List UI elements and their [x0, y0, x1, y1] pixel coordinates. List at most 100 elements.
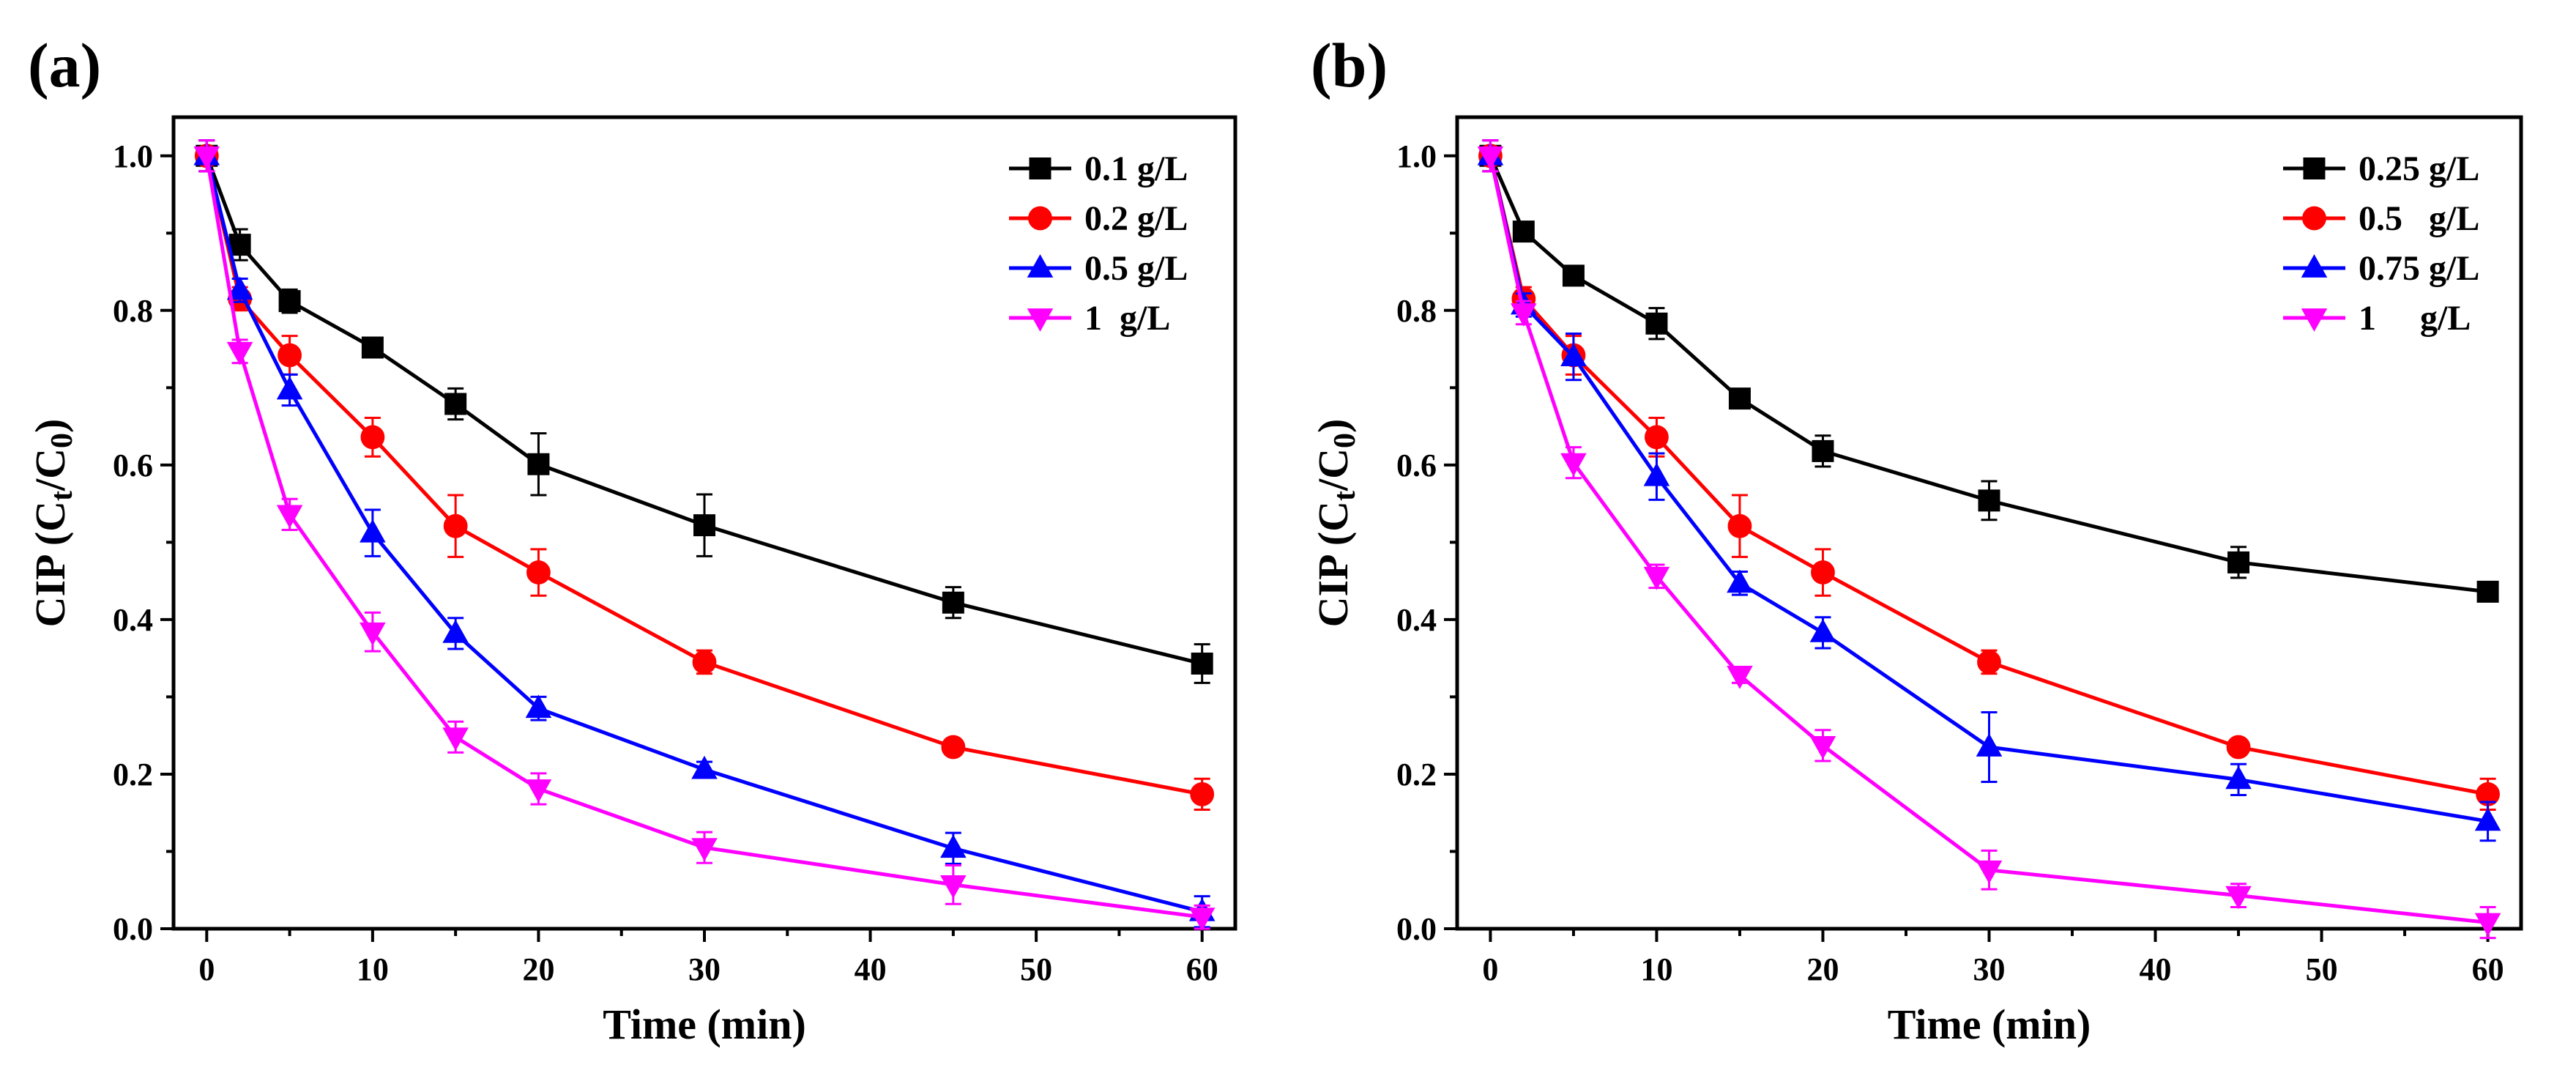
data-point: [942, 591, 964, 614]
y-tick-label: 0.8: [113, 293, 153, 329]
chart-panel-b: (b) 0 10 20 30 40 50 60 0.0 0.2 0.4 0.6 0.8 1.0 Time (…: [1309, 30, 2523, 1048]
x-tick-label: 30: [688, 951, 721, 987]
legend-label: 1 g/L: [2359, 299, 2471, 338]
data-point: [526, 560, 551, 584]
data-point: [1811, 560, 1835, 584]
series-2: [1478, 139, 2500, 811]
legend-marker: [2301, 308, 2328, 332]
series-4: [1477, 139, 2501, 940]
y-tick-label: 1.0: [1396, 138, 1437, 174]
x-tick-label: 10: [357, 951, 389, 987]
data-point: [1560, 343, 1587, 367]
x-tick-label: 60: [2472, 951, 2504, 987]
data-point: [527, 453, 550, 475]
series-line: [1488, 155, 2488, 925]
data-point: [360, 622, 386, 646]
data-point: [1728, 387, 1751, 410]
data-point: [1812, 439, 1834, 462]
legend-label: 0.75 g/L: [2359, 249, 2479, 288]
data-point: [691, 755, 718, 779]
series-line: [1488, 155, 2489, 796]
panel-label: (b): [1311, 30, 1388, 100]
data-point: [2226, 735, 2251, 760]
data-point: [940, 834, 967, 858]
chart-panel-a: (a) 0 10 20 30 40 50 60 0.0 0.2 0.4 0.6 0.8 1.0 Time (…: [26, 30, 1237, 1048]
data-point: [443, 513, 468, 538]
legend: 0.25 g/L 0.5 g/L 0.75 g/L 1 g/L: [2283, 149, 2479, 338]
legend-marker: [1029, 157, 1051, 179]
legend-label: 0.25 g/L: [2359, 149, 2479, 188]
data-point: [276, 505, 303, 529]
data-point: [2474, 913, 2501, 937]
legend-label: 0.1 g/L: [1084, 149, 1188, 188]
data-point: [1727, 513, 1752, 538]
y-tick-label: 1.0: [113, 138, 153, 174]
data-point: [360, 519, 386, 543]
data-point: [1727, 665, 1753, 689]
data-point: [1978, 489, 2000, 512]
legend-label: 0.5 g/L: [2359, 199, 2479, 238]
data-point: [1645, 425, 1669, 450]
series-3: [1477, 139, 2501, 842]
data-point: [1560, 453, 1587, 477]
data-point: [226, 341, 253, 365]
data-point: [360, 425, 385, 450]
y-tick-label: 0.8: [1396, 293, 1437, 329]
legend-marker: [2303, 157, 2326, 179]
data-point: [442, 620, 469, 643]
x-axis-title: Time (min): [1888, 1001, 2091, 1048]
data-point: [1191, 653, 1213, 675]
data-point: [1809, 736, 1836, 760]
y-axis-title: CIP (Ct/C0): [26, 419, 79, 628]
data-point: [2227, 551, 2250, 573]
y-tick-label: 0.0: [1396, 911, 1437, 947]
y-tick-label: 0.2: [113, 757, 153, 792]
data-point: [1976, 733, 2003, 757]
legend-marker: [2302, 206, 2326, 231]
y-tick-label: 0.6: [1396, 448, 1437, 483]
data-point: [1512, 220, 1535, 243]
x-tick-label: 0: [198, 951, 215, 987]
y-tick-label: 0.4: [113, 602, 153, 638]
x-axis-title: Time (min): [603, 1001, 806, 1048]
data-point: [276, 376, 303, 400]
data-point: [525, 694, 552, 719]
data-point: [193, 146, 220, 170]
legend-label: 0.2 g/L: [1084, 199, 1188, 238]
data-point: [1643, 462, 1670, 486]
y-axis-title: CIP (Ct/C0): [1309, 419, 1362, 628]
x-tick-label: 40: [2140, 951, 2172, 987]
x-tick-label: 40: [855, 951, 887, 987]
x-tick-label: 10: [1640, 951, 1672, 987]
panel-label: (a): [28, 30, 101, 100]
data-point: [2476, 580, 2499, 603]
data-point: [444, 393, 467, 415]
data-point: [1977, 650, 2001, 675]
data-point: [361, 336, 384, 359]
y-tick-label: 0.4: [1396, 602, 1437, 638]
legend-marker: [2301, 254, 2328, 278]
series-line: [204, 155, 1203, 796]
series-line: [204, 155, 1203, 666]
x-tick-label: 20: [1806, 951, 1839, 987]
x-tick-label: 50: [1020, 951, 1052, 987]
data-point: [228, 234, 251, 256]
x-tick-label: 50: [2306, 951, 2338, 987]
legend-marker: [1028, 206, 1052, 231]
data-point: [525, 779, 552, 803]
series-2: [194, 139, 1215, 811]
series-line: [1489, 155, 2488, 594]
legend-marker: [1027, 308, 1054, 332]
data-point: [941, 735, 966, 760]
data-point: [278, 343, 302, 368]
data-point: [1727, 569, 1753, 593]
x-tick-label: 20: [522, 951, 554, 987]
y-tick-label: 0.6: [113, 448, 153, 483]
x-tick-label: 30: [1973, 951, 2006, 987]
data-point: [1645, 312, 1668, 335]
legend-label: 0.5 g/L: [1084, 249, 1188, 288]
data-point: [1976, 860, 2003, 884]
data-point: [1477, 146, 1504, 170]
data-point: [691, 838, 718, 862]
